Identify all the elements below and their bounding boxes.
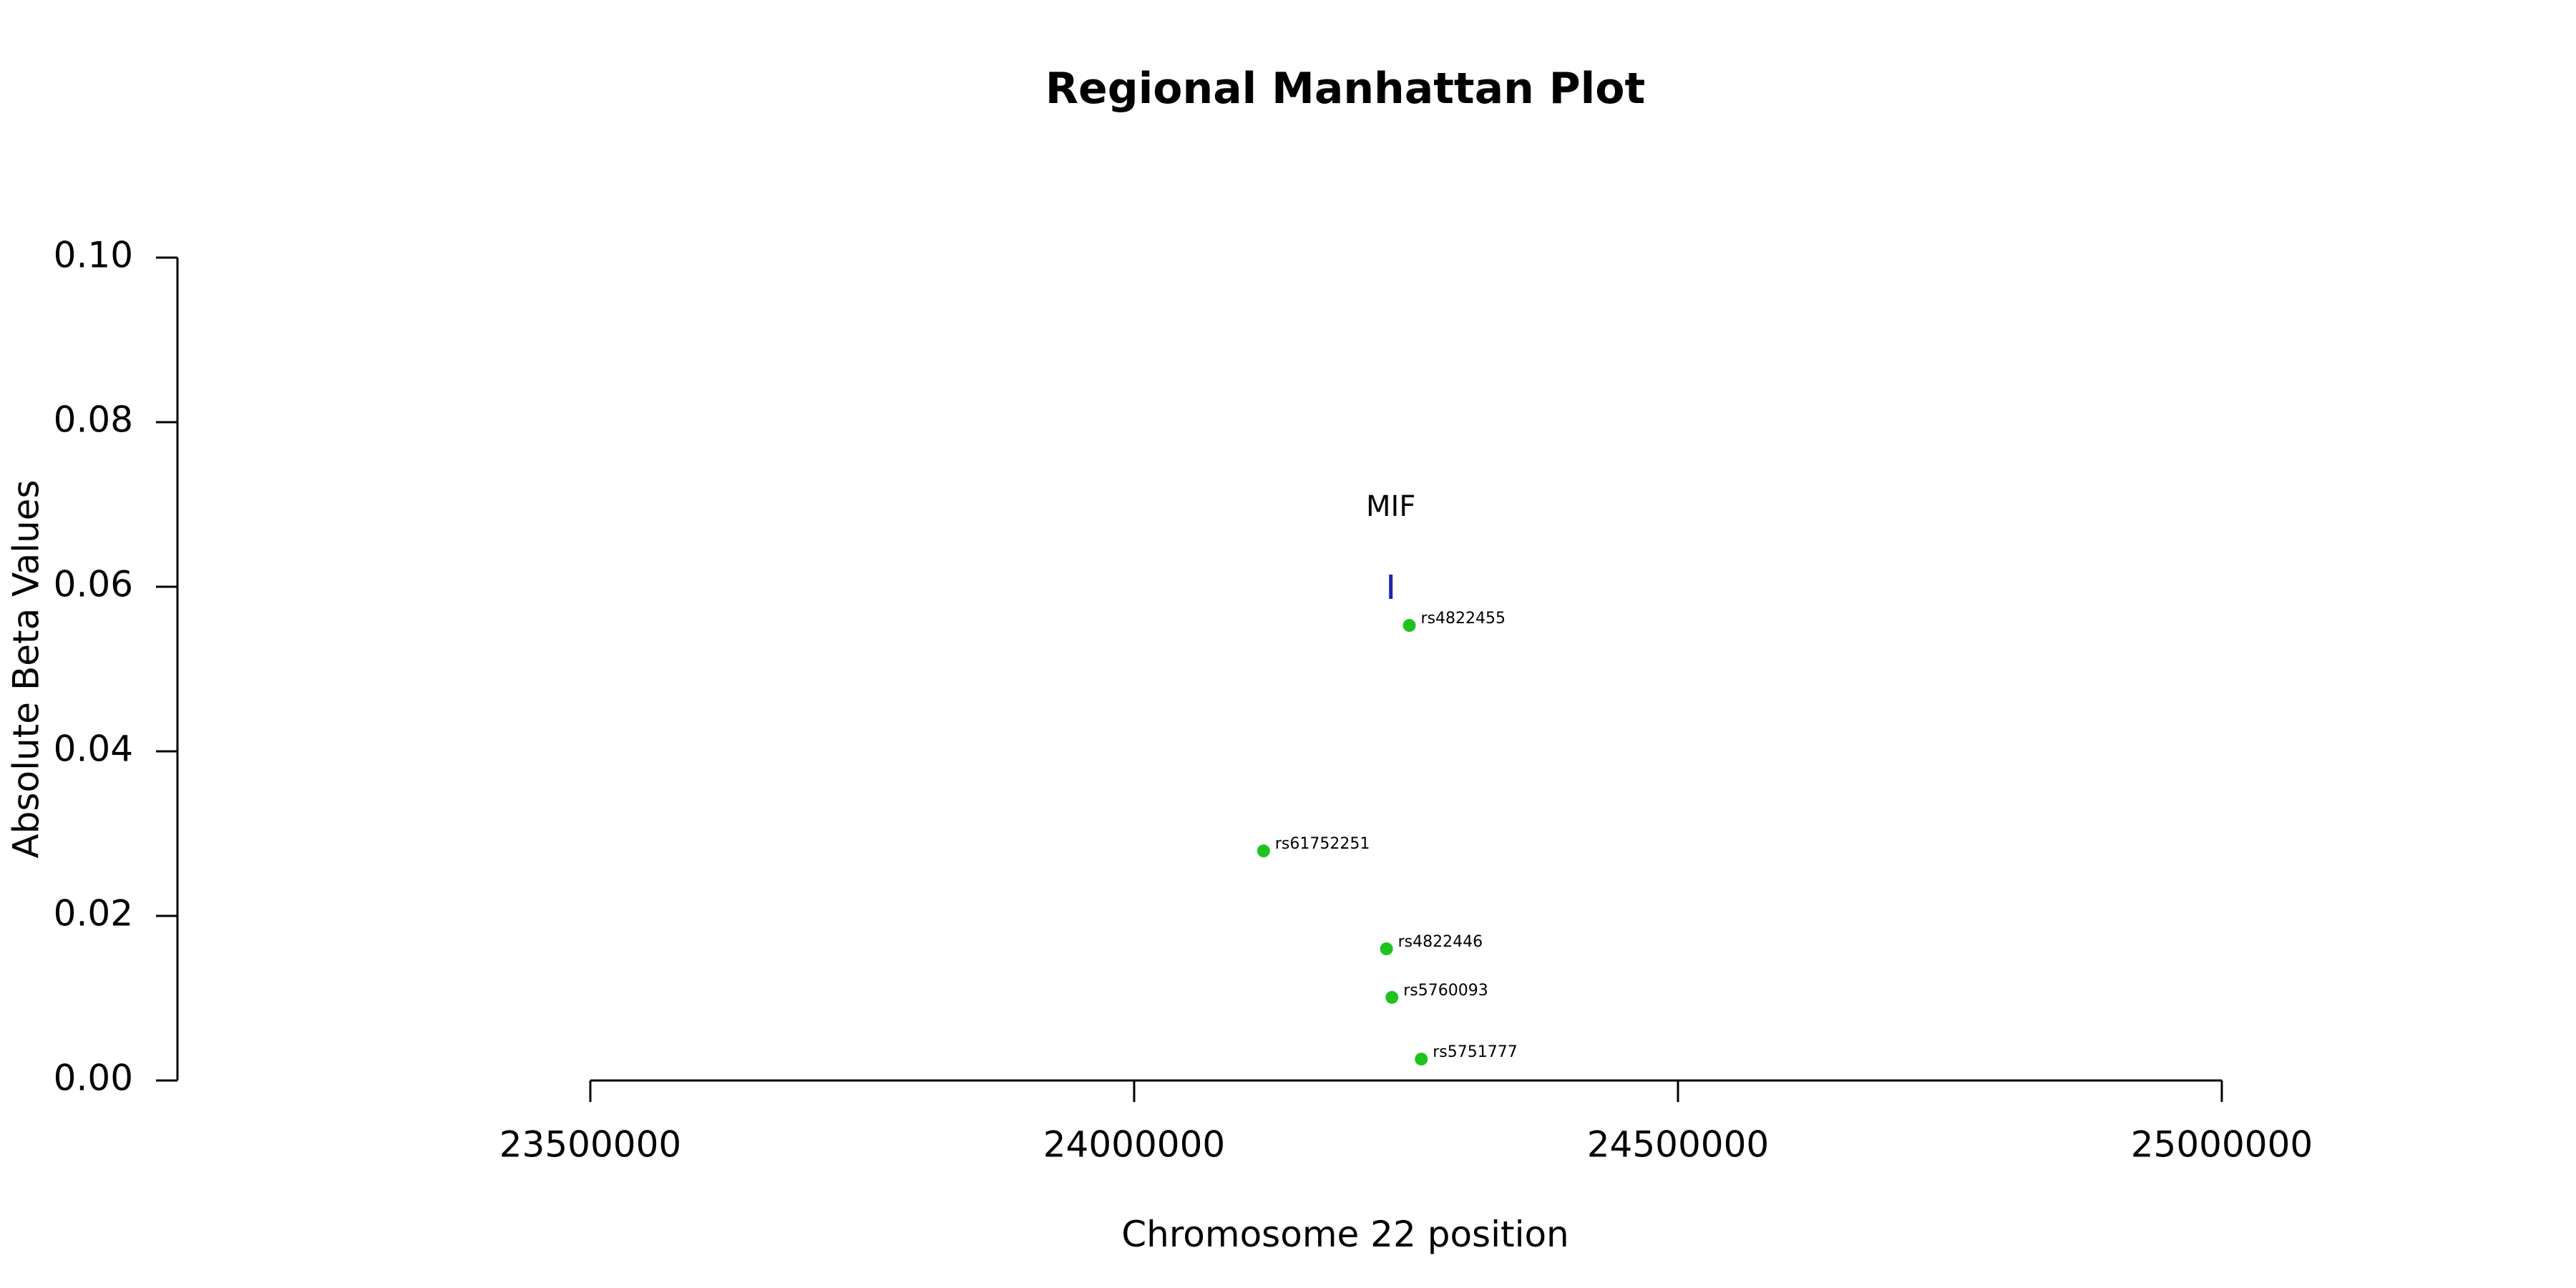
snp-point[interactable] (1402, 619, 1416, 633)
snp-label: rs5751777 (1433, 1043, 1518, 1061)
snp-point[interactable] (1415, 1053, 1428, 1066)
y-tick-label: 0.00 (54, 1058, 133, 1099)
y-tick-label: 0.04 (54, 728, 133, 770)
x-tick-label: 25000000 (2131, 1124, 2313, 1166)
chart-title: Regional Manhattan Plot (1045, 64, 1645, 114)
snp-label: rs61752251 (1275, 835, 1370, 853)
gene-markers: MIF (1366, 490, 1415, 599)
x-axis: 23500000 24000000 24500000 25000000 (499, 1079, 2313, 1166)
x-tick-label: 24000000 (1043, 1124, 1226, 1166)
snp-points: rs4822455 rs61752251 rs4822446 rs5760093 rs5… (1257, 610, 1518, 1066)
y-tick-label: 0.02 (54, 893, 133, 935)
snp-label: rs5760093 (1403, 982, 1488, 1000)
snp-point[interactable] (1385, 990, 1399, 1004)
y-tick-label: 0.06 (54, 564, 133, 605)
y-axis-label: Absolute Beta Values (6, 480, 47, 859)
y-tick-label: 0.08 (54, 399, 133, 441)
y-tick-label: 0.10 (54, 235, 133, 276)
x-tick-label: 23500000 (499, 1124, 682, 1166)
snp-label: rs4822455 (1421, 610, 1506, 628)
y-axis: 0.00 0.02 0.04 0.06 0.08 0.10 (54, 235, 179, 1099)
snp-point[interactable] (1257, 844, 1270, 858)
snp-label: rs4822446 (1398, 933, 1483, 951)
x-axis-label: Chromosome 22 position (1121, 1214, 1569, 1255)
snp-point[interactable] (1380, 942, 1393, 955)
x-tick-label: 24500000 (1587, 1124, 1770, 1166)
gene-label: MIF (1366, 490, 1415, 523)
